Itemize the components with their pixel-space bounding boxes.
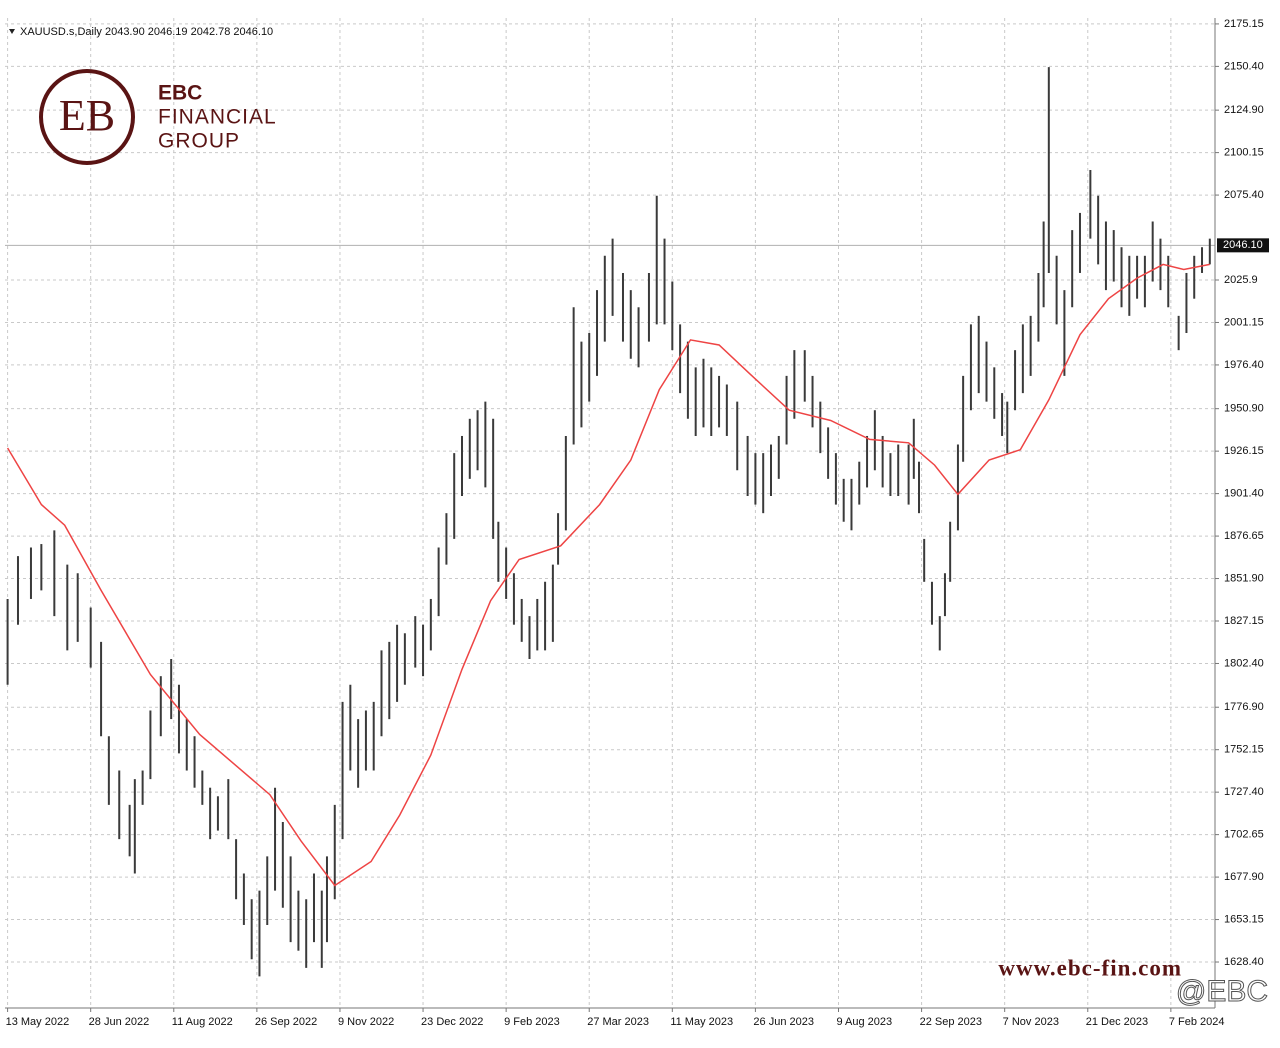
x-tick-label: 23 Dec 2022 [421,1016,483,1028]
y-tick-label: 1802.40 [1224,657,1264,669]
x-tick-label: 7 Nov 2023 [1003,1016,1059,1028]
y-tick-label: 1776.90 [1224,701,1264,713]
website: www.ebc-fin.com [998,955,1182,980]
logo-text: GROUP [158,130,240,153]
x-tick-label: 13 May 2022 [6,1016,70,1028]
x-tick-label: 28 Jun 2022 [89,1016,150,1028]
y-tick-label: 1727.40 [1224,786,1264,798]
x-tick-label: 7 Feb 2024 [1169,1016,1225,1028]
y-tick-label: 1677.90 [1224,871,1264,883]
x-tick-label: 9 Aug 2023 [836,1016,892,1028]
x-tick-label: 9 Feb 2023 [504,1016,560,1028]
y-tick-label: 2025.9 [1224,274,1258,286]
y-tick-label: 2124.90 [1224,104,1264,116]
y-tick-label: 1851.90 [1224,572,1264,584]
y-tick-label: 2001.15 [1224,316,1264,328]
y-tick-label: 1950.90 [1224,403,1264,415]
x-tick-label: 9 Nov 2022 [338,1016,394,1028]
plot [6,67,1211,977]
dropdown-icon [9,29,15,34]
y-tick-label: 1702.65 [1224,829,1264,841]
y-tick-label: 1876.65 [1224,530,1264,542]
y-tick-label: 2100.15 [1224,147,1264,159]
y-tick-label: 2175.15 [1224,18,1264,30]
watermark: @EBC [1176,975,1268,1008]
logo-text: EBC [158,82,202,105]
x-tick-label: 21 Dec 2023 [1086,1016,1148,1028]
y-tick-label: 2150.40 [1224,60,1264,72]
moving-average [6,263,1210,887]
price-label-box [1217,238,1269,253]
logo-ring [39,69,135,165]
y-tick-label: 2075.40 [1224,189,1264,201]
y-tick-label: 1827.15 [1224,615,1264,627]
y-tick-label: 1752.15 [1224,744,1264,756]
symbol-header: XAUUSD.s,Daily 2043.90 2046.19 2042.78 2… [20,26,273,38]
grid [5,18,1215,1008]
y-tick-label: 1926.15 [1224,445,1264,457]
price-label: 2046.10 [1223,239,1263,251]
logo-text: FINANCIAL [158,106,277,129]
y-tick-label: 1901.40 [1224,488,1264,500]
logo-mark: ЕB [59,91,115,140]
x-tick-label: 22 Sep 2023 [920,1016,982,1028]
y-tick-label: 1976.40 [1224,359,1264,371]
x-tick-label: 27 Mar 2023 [587,1016,649,1028]
x-tick-label: 11 May 2023 [670,1016,733,1028]
logo: ЕB EBC FINANCIAL GROUP [39,69,277,165]
x-tick-label: 26 Jun 2023 [753,1016,814,1028]
y-tick-label: 1628.40 [1224,956,1264,968]
x-tick-label: 26 Sep 2022 [255,1016,317,1028]
y-tick-label: 1653.15 [1224,913,1264,925]
x-tick-label: 11 Aug 2022 [172,1016,233,1028]
